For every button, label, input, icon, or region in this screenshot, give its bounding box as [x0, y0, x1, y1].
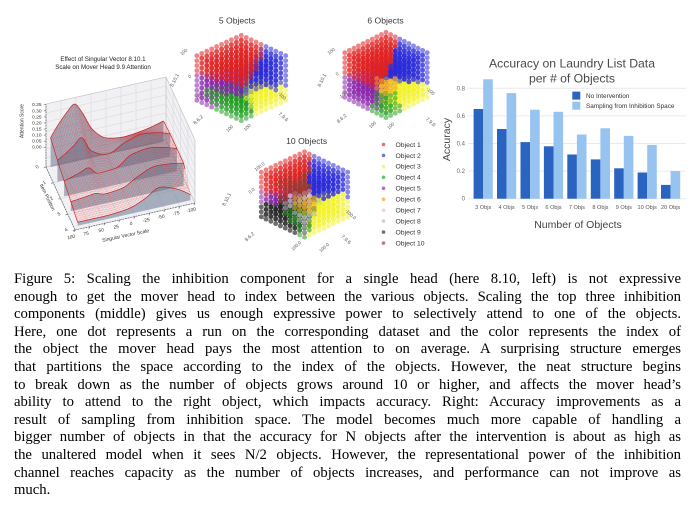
svg-text:3 Objs: 3 Objs — [475, 205, 491, 211]
svg-text:8.6.2: 8.6.2 — [336, 113, 348, 125]
svg-text:Object 7: Object 7 — [396, 208, 422, 215]
svg-text:8.10.1: 8.10.1 — [169, 73, 181, 88]
svg-text:0.15: 0.15 — [32, 127, 42, 133]
svg-text:7.9.6: 7.9.6 — [424, 117, 436, 129]
svg-text:50: 50 — [98, 227, 105, 234]
svg-text:5 Objects: 5 Objects — [219, 16, 255, 26]
svg-text:10 Objs: 10 Objs — [638, 205, 657, 211]
svg-text:Scale on Mover Head 9.9 Attent: Scale on Mover Head 9.9 Attention — [55, 64, 151, 71]
svg-text:0.05: 0.05 — [32, 139, 42, 145]
svg-text:0.8: 0.8 — [457, 86, 466, 92]
svg-text:-100: -100 — [338, 90, 349, 100]
svg-text:Effect of Singular Vector 8.10: Effect of Singular Vector 8.10.1 — [60, 56, 146, 63]
svg-text:Item Position: Item Position — [38, 183, 56, 212]
svg-text:6 Objs: 6 Objs — [545, 205, 561, 211]
svg-text:7.9.6: 7.9.6 — [340, 234, 352, 246]
svg-text:20 Objs: 20 Objs — [661, 205, 680, 211]
svg-text:-100.0: -100.0 — [344, 208, 357, 221]
svg-text:100: 100 — [243, 123, 252, 132]
svg-text:-100: -100 — [277, 91, 288, 101]
svg-text:0.6: 0.6 — [457, 114, 466, 120]
svg-text:8.10.1: 8.10.1 — [221, 192, 233, 207]
svg-text:-100: -100 — [193, 91, 204, 101]
svg-text:Object 6: Object 6 — [396, 197, 422, 204]
svg-text:Object 5: Object 5 — [396, 186, 422, 193]
svg-text:0: 0 — [34, 164, 40, 171]
svg-text:Accuracy: Accuracy — [441, 117, 453, 161]
svg-text:2: 2 — [49, 195, 55, 202]
svg-text:100: 100 — [67, 234, 76, 242]
svg-text:100: 100 — [179, 47, 188, 56]
svg-text:0.2: 0.2 — [457, 169, 466, 175]
svg-text:100: 100 — [225, 124, 234, 133]
svg-text:Attention Score: Attention Score — [20, 104, 26, 138]
svg-text:8.6.2: 8.6.2 — [192, 114, 204, 126]
svg-text:100.0: 100.0 — [318, 242, 330, 254]
svg-text:0: 0 — [462, 197, 466, 203]
svg-text:0.30: 0.30 — [32, 108, 42, 114]
svg-text:7.9.6: 7.9.6 — [277, 111, 289, 123]
svg-text:6 Objects: 6 Objects — [367, 16, 403, 26]
svg-text:Object 9: Object 9 — [396, 229, 422, 236]
svg-text:8.10.1: 8.10.1 — [317, 73, 329, 88]
svg-text:-25: -25 — [142, 217, 150, 224]
svg-text:0.0: 0.0 — [248, 187, 256, 195]
svg-text:0: 0 — [129, 221, 133, 227]
svg-text:0: 0 — [335, 71, 340, 77]
svg-text:25: 25 — [113, 224, 120, 231]
svg-text:Object 4: Object 4 — [396, 175, 422, 182]
svg-text:8.6.2: 8.6.2 — [244, 231, 256, 243]
svg-text:Accuracy on Laundry List Data: Accuracy on Laundry List Data — [489, 57, 655, 71]
svg-text:0.00: 0.00 — [32, 145, 42, 151]
svg-text:Object 8: Object 8 — [396, 218, 422, 225]
svg-text:75: 75 — [83, 231, 90, 238]
svg-text:Number of Objects: Number of Objects — [534, 219, 622, 231]
svg-text:5 Objs: 5 Objs — [522, 205, 538, 211]
svg-text:8 Objs: 8 Objs — [592, 205, 608, 211]
svg-text:0.20: 0.20 — [32, 120, 42, 126]
svg-text:-100: -100 — [425, 86, 436, 96]
svg-text:-100: -100 — [186, 207, 197, 215]
svg-text:100: 100 — [386, 121, 395, 130]
svg-text:No Intervention: No Intervention — [586, 93, 630, 100]
svg-text:4 Objs: 4 Objs — [499, 205, 515, 211]
svg-text:Object 2: Object 2 — [396, 153, 422, 160]
svg-text:per # of Objects: per # of Objects — [529, 72, 615, 86]
svg-text:100: 100 — [327, 47, 336, 56]
svg-text:Singular Vector Scale: Singular Vector Scale — [102, 228, 150, 244]
svg-text:0.25: 0.25 — [32, 114, 42, 120]
svg-text:0.4: 0.4 — [457, 142, 466, 148]
svg-text:Object 3: Object 3 — [396, 164, 422, 171]
svg-text:10 Objects: 10 Objects — [286, 136, 327, 146]
svg-text:4: 4 — [63, 227, 69, 234]
svg-text:0.10: 0.10 — [32, 133, 42, 139]
svg-text:100.0: 100.0 — [290, 240, 302, 252]
svg-text:7 Objs: 7 Objs — [569, 205, 585, 211]
svg-text:100.0: 100.0 — [254, 161, 266, 172]
svg-text:-75: -75 — [172, 210, 180, 217]
svg-text:9 Objs: 9 Objs — [616, 205, 632, 211]
svg-text:-50: -50 — [157, 214, 165, 221]
svg-text:Object 10: Object 10 — [396, 240, 425, 247]
svg-text:1: 1 — [42, 180, 48, 187]
svg-text:0: 0 — [187, 74, 192, 80]
svg-text:Sampling from Inhibition Space: Sampling from Inhibition Space — [586, 103, 675, 110]
svg-text:Object 1: Object 1 — [396, 142, 422, 149]
svg-text:0.35: 0.35 — [32, 102, 42, 108]
svg-text:100: 100 — [368, 120, 377, 129]
svg-text:3: 3 — [56, 211, 62, 218]
